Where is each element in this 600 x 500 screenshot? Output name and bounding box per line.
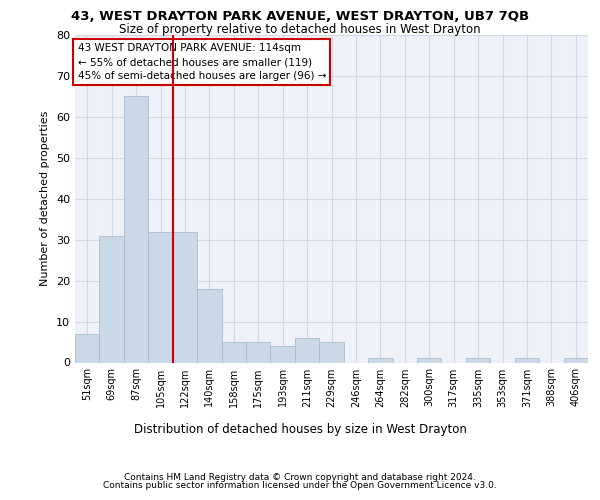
- Text: Contains HM Land Registry data © Crown copyright and database right 2024.: Contains HM Land Registry data © Crown c…: [124, 472, 476, 482]
- Bar: [173, 232, 197, 362]
- Bar: [515, 358, 539, 362]
- Bar: [124, 96, 148, 362]
- Bar: [295, 338, 319, 362]
- Bar: [417, 358, 442, 362]
- Bar: [75, 334, 100, 362]
- Text: Contains public sector information licensed under the Open Government Licence v3: Contains public sector information licen…: [103, 481, 497, 490]
- Bar: [246, 342, 271, 362]
- Bar: [148, 232, 173, 362]
- Bar: [100, 236, 124, 362]
- Bar: [197, 289, 221, 362]
- Text: 43 WEST DRAYTON PARK AVENUE: 114sqm
← 55% of detached houses are smaller (119)
4: 43 WEST DRAYTON PARK AVENUE: 114sqm ← 55…: [77, 43, 326, 81]
- Bar: [368, 358, 392, 362]
- Text: Distribution of detached houses by size in West Drayton: Distribution of detached houses by size …: [134, 422, 466, 436]
- Bar: [221, 342, 246, 362]
- Y-axis label: Number of detached properties: Number of detached properties: [40, 111, 50, 286]
- Bar: [563, 358, 588, 362]
- Bar: [271, 346, 295, 362]
- Bar: [319, 342, 344, 362]
- Text: 43, WEST DRAYTON PARK AVENUE, WEST DRAYTON, UB7 7QB: 43, WEST DRAYTON PARK AVENUE, WEST DRAYT…: [71, 10, 529, 23]
- Text: Size of property relative to detached houses in West Drayton: Size of property relative to detached ho…: [119, 22, 481, 36]
- Bar: [466, 358, 490, 362]
